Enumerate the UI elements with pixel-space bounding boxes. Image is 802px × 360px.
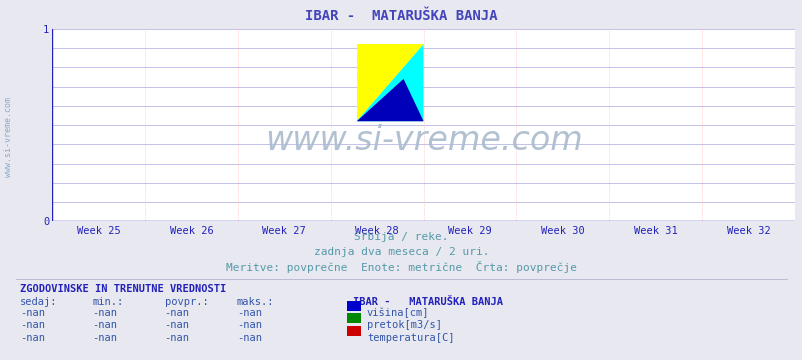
Text: www.si-vreme.com: www.si-vreme.com [3,97,13,177]
Text: Meritve: povprečne  Enote: metrične  Črta: povprečje: Meritve: povprečne Enote: metrične Črta:… [225,261,577,273]
Text: -nan: -nan [20,333,45,343]
Text: IBAR -   MATARUŠKA BANJA: IBAR - MATARUŠKA BANJA [353,297,503,307]
Text: min.:: min.: [92,297,124,307]
Text: temperatura[C]: temperatura[C] [367,333,454,343]
Text: -nan: -nan [92,320,117,330]
Text: -nan: -nan [164,320,189,330]
Text: ZGODOVINSKE IN TRENUTNE VREDNOSTI: ZGODOVINSKE IN TRENUTNE VREDNOSTI [20,284,226,294]
Polygon shape [356,79,423,121]
Text: zadnja dva meseca / 2 uri.: zadnja dva meseca / 2 uri. [314,247,488,257]
Text: -nan: -nan [92,333,117,343]
Text: maks.:: maks.: [237,297,274,307]
Text: -nan: -nan [237,320,261,330]
Text: www.si-vreme.com: www.si-vreme.com [265,124,581,157]
Text: -nan: -nan [237,308,261,318]
Text: -nan: -nan [237,333,261,343]
Polygon shape [356,44,423,121]
Text: pretok[m3/s]: pretok[m3/s] [367,320,441,330]
Text: -nan: -nan [92,308,117,318]
Polygon shape [356,44,423,121]
Text: -nan: -nan [20,320,45,330]
Text: -nan: -nan [20,308,45,318]
Text: IBAR -  MATARUŠKA BANJA: IBAR - MATARUŠKA BANJA [305,9,497,23]
Text: Srbija / reke.: Srbija / reke. [354,232,448,242]
Text: -nan: -nan [164,333,189,343]
Text: povpr.:: povpr.: [164,297,208,307]
Text: sedaj:: sedaj: [20,297,58,307]
Text: višina[cm]: višina[cm] [367,308,429,318]
Text: -nan: -nan [164,308,189,318]
